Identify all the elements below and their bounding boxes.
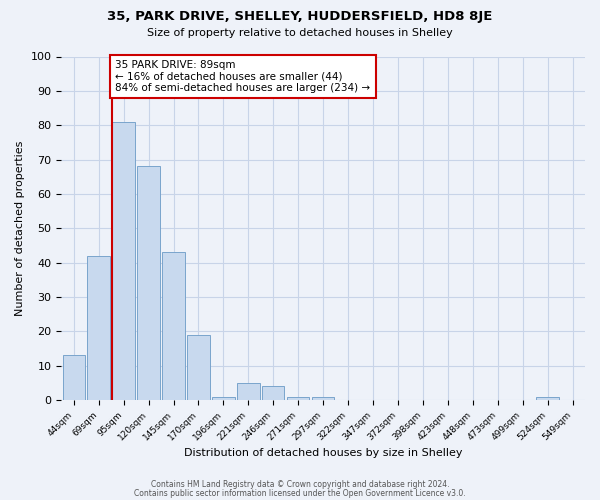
Text: 35 PARK DRIVE: 89sqm
← 16% of detached houses are smaller (44)
84% of semi-detac: 35 PARK DRIVE: 89sqm ← 16% of detached h… [115,60,371,93]
Y-axis label: Number of detached properties: Number of detached properties [15,140,25,316]
Bar [187,335,209,400]
Bar [287,396,310,400]
Bar [162,252,185,400]
Bar [312,396,334,400]
Bar [88,256,110,400]
Bar [137,166,160,400]
Bar [112,122,135,400]
Bar [536,396,559,400]
Text: Contains public sector information licensed under the Open Government Licence v3: Contains public sector information licen… [134,488,466,498]
Text: 35, PARK DRIVE, SHELLEY, HUDDERSFIELD, HD8 8JE: 35, PARK DRIVE, SHELLEY, HUDDERSFIELD, H… [107,10,493,23]
Text: Contains HM Land Registry data © Crown copyright and database right 2024.: Contains HM Land Registry data © Crown c… [151,480,449,489]
Bar [212,396,235,400]
Bar [262,386,284,400]
Bar [62,356,85,400]
Text: Size of property relative to detached houses in Shelley: Size of property relative to detached ho… [147,28,453,38]
X-axis label: Distribution of detached houses by size in Shelley: Distribution of detached houses by size … [184,448,463,458]
Bar [237,383,260,400]
